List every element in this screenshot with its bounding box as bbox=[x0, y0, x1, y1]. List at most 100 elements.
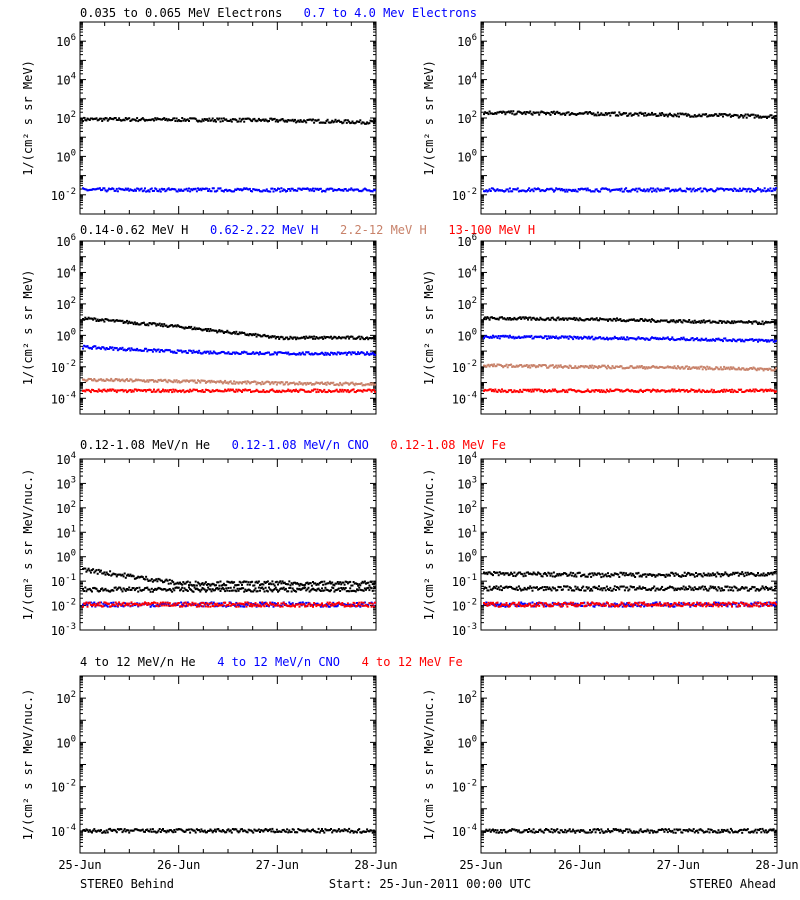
data-point bbox=[173, 350, 176, 353]
data-point bbox=[259, 390, 261, 393]
data-point bbox=[497, 111, 500, 114]
data-point bbox=[228, 589, 231, 592]
data-point bbox=[591, 317, 594, 320]
data-point bbox=[98, 590, 101, 592]
data-point bbox=[740, 189, 743, 192]
data-point bbox=[95, 587, 98, 590]
data-point bbox=[554, 318, 556, 321]
data-point bbox=[115, 118, 118, 121]
data-point bbox=[604, 187, 607, 190]
data-point bbox=[684, 365, 687, 368]
data-point bbox=[199, 120, 202, 123]
data-point bbox=[107, 590, 110, 593]
data-point bbox=[586, 388, 589, 391]
data-point bbox=[255, 590, 258, 593]
data-point bbox=[289, 586, 292, 589]
data-point bbox=[363, 384, 366, 387]
data-point bbox=[222, 604, 225, 607]
data-point bbox=[335, 189, 338, 192]
data-point bbox=[652, 187, 655, 190]
data-point bbox=[274, 120, 277, 123]
data-point bbox=[546, 390, 549, 393]
data-point bbox=[545, 189, 547, 192]
data-point bbox=[728, 339, 731, 342]
data-point bbox=[775, 115, 777, 117]
data-point bbox=[149, 119, 152, 122]
data-point bbox=[179, 389, 181, 392]
data-point bbox=[652, 365, 655, 368]
data-point bbox=[666, 365, 669, 368]
data-point bbox=[332, 601, 335, 604]
data-point bbox=[209, 391, 212, 393]
y-tick-label: 102 bbox=[457, 296, 477, 312]
data-point bbox=[96, 589, 99, 592]
data-point bbox=[685, 187, 688, 190]
data-point bbox=[716, 366, 719, 369]
data-point bbox=[200, 352, 203, 355]
data-point bbox=[570, 112, 573, 115]
data-point bbox=[238, 353, 241, 355]
data-point bbox=[313, 582, 316, 585]
data-point bbox=[86, 345, 89, 348]
data-point bbox=[530, 390, 533, 393]
data-point bbox=[351, 120, 354, 123]
data-point bbox=[326, 582, 329, 585]
data-point bbox=[282, 586, 285, 589]
data-point bbox=[220, 390, 223, 393]
data-point bbox=[629, 190, 632, 193]
data-point bbox=[261, 586, 264, 589]
data-point bbox=[729, 115, 732, 118]
data-point bbox=[280, 582, 283, 585]
data-point bbox=[162, 581, 164, 584]
data-point bbox=[100, 389, 102, 392]
data-point bbox=[492, 113, 494, 115]
data-point bbox=[575, 337, 578, 340]
data-point bbox=[340, 583, 343, 586]
data-point bbox=[336, 390, 339, 393]
data-point bbox=[109, 188, 112, 191]
data-point bbox=[166, 349, 169, 352]
data-point bbox=[291, 118, 294, 121]
data-point bbox=[592, 318, 595, 321]
data-point bbox=[626, 114, 629, 117]
data-point bbox=[131, 389, 134, 392]
data-point bbox=[269, 190, 272, 193]
data-point bbox=[324, 190, 327, 193]
data-point bbox=[369, 119, 372, 122]
data-point bbox=[675, 319, 678, 322]
data-point bbox=[631, 366, 634, 369]
data-point bbox=[698, 320, 701, 323]
data-point bbox=[194, 117, 197, 120]
data-point bbox=[335, 120, 338, 123]
data-point bbox=[604, 318, 607, 321]
data-point bbox=[227, 587, 230, 589]
data-point bbox=[711, 338, 714, 341]
data-point bbox=[287, 590, 290, 593]
data-point bbox=[751, 338, 754, 341]
data-point bbox=[265, 581, 268, 583]
data-point bbox=[336, 383, 339, 386]
data-point bbox=[651, 318, 653, 321]
data-point bbox=[300, 352, 303, 355]
data-point bbox=[172, 603, 175, 606]
data-point bbox=[313, 121, 316, 124]
data-point bbox=[168, 605, 171, 607]
data-point bbox=[183, 587, 186, 590]
data-point bbox=[331, 586, 334, 589]
panel-row-heavy_ions_low: 0.12-1.08 MeV/n He 0.12-1.08 MeV/n CNO 0.1… bbox=[21, 438, 778, 638]
data-point bbox=[92, 568, 95, 571]
data-point bbox=[123, 380, 126, 383]
data-point bbox=[297, 583, 300, 586]
data-point bbox=[578, 188, 581, 191]
data-point bbox=[211, 588, 214, 591]
data-point bbox=[634, 390, 637, 392]
data-point bbox=[185, 589, 188, 592]
data-point bbox=[566, 365, 569, 368]
data-point bbox=[104, 389, 107, 392]
data-point bbox=[676, 389, 679, 392]
data-point bbox=[110, 589, 113, 592]
data-point bbox=[761, 189, 764, 192]
data-point bbox=[315, 188, 318, 191]
data-point bbox=[520, 190, 523, 193]
data-point bbox=[547, 366, 550, 369]
